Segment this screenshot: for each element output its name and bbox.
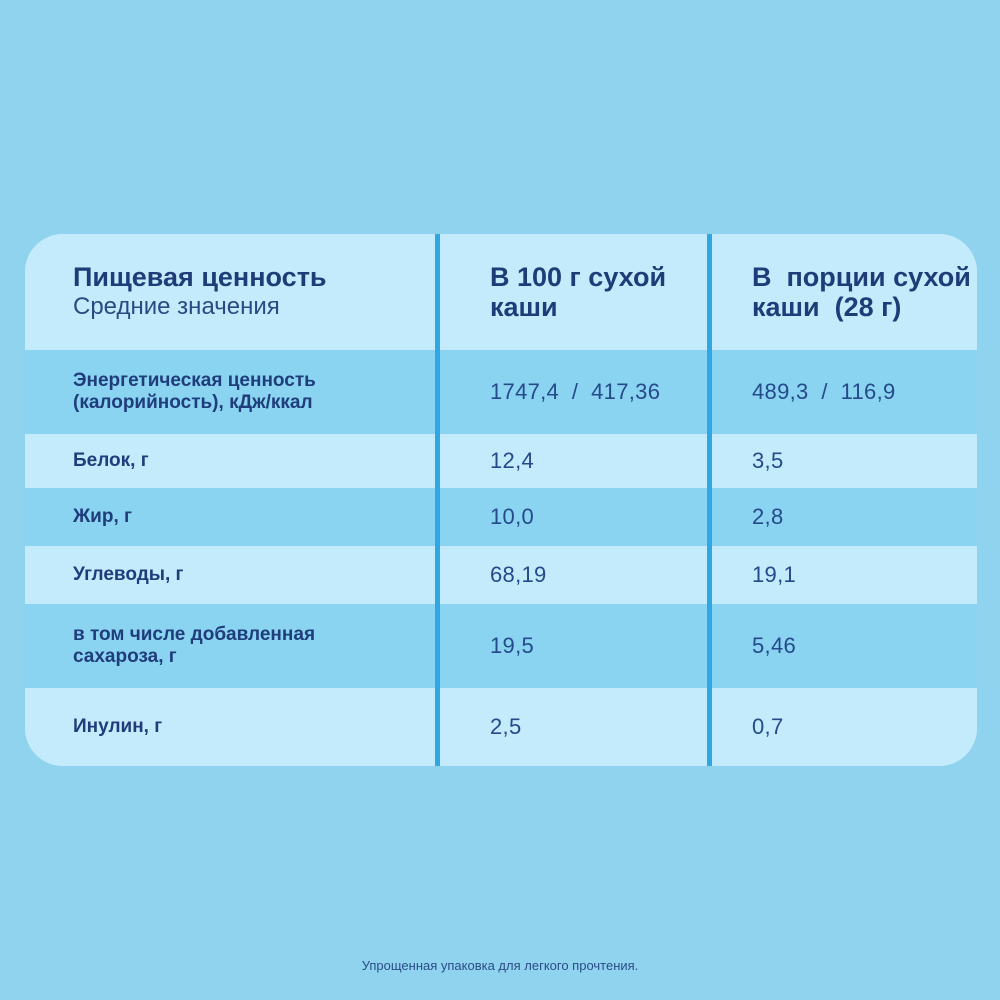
row-label-line1: Энергетическая ценность — [73, 370, 316, 391]
row-portion-cell: 489,3 / 116,9 — [752, 350, 972, 434]
row-label-line2: сахароза, г — [73, 646, 177, 667]
table-row-fat: Жир, г 10,0 2,8 — [25, 488, 977, 546]
table-title: Пищевая ценность — [73, 262, 327, 292]
row-portion-value: 5,46 — [752, 633, 797, 658]
row-per100-cell: 1747,4 / 417,36 — [490, 350, 730, 434]
row-per100-cell: 2,5 — [490, 688, 730, 766]
row-per100-value: 1747,4 / 417,36 — [490, 379, 661, 404]
table-row-protein: Белок, г 12,4 3,5 — [25, 434, 977, 488]
table-row-sucrose: в том числе добавленная сахароза, г 19,5… — [25, 604, 977, 688]
row-per100-value: 68,19 — [490, 562, 547, 587]
row-portion-value: 489,3 / 116,9 — [752, 379, 896, 404]
nutrition-table: Пищевая ценность Средние значения В 100 … — [25, 234, 977, 766]
header-per-100g-cell: В 100 г сухой каши — [490, 234, 730, 350]
row-portion-cell: 2,8 — [752, 488, 972, 546]
header-portion-line1: В порции сухой — [752, 262, 971, 292]
row-label-cell: в том числе добавленная сахароза, г — [73, 604, 433, 688]
row-portion-value: 0,7 — [752, 714, 784, 739]
row-per100-cell: 19,5 — [490, 604, 730, 688]
column-divider-2 — [707, 234, 712, 766]
row-portion-cell: 19,1 — [752, 546, 972, 604]
header-per-100g-line1: В 100 г сухой — [490, 262, 667, 292]
row-portion-cell: 5,46 — [752, 604, 972, 688]
row-label: Белок, г — [73, 450, 149, 471]
column-divider-1 — [435, 234, 440, 766]
row-portion-value: 2,8 — [752, 504, 784, 529]
table-header: Пищевая ценность Средние значения В 100 … — [25, 234, 977, 350]
footnote: Упрощенная упаковка для легкого прочтени… — [361, 958, 639, 973]
row-label: Жир, г — [73, 506, 132, 527]
row-per100-cell: 12,4 — [490, 434, 730, 488]
table-subtitle: Средние значения — [73, 293, 280, 320]
row-per100-value: 19,5 — [490, 633, 535, 658]
header-nutrition-cell: Пищевая ценность Средние значения — [73, 234, 433, 350]
header-per-100g-line2: каши — [490, 292, 558, 322]
row-label-cell: Энергетическая ценность (калорийность), … — [73, 350, 433, 434]
table-row-inulin: Инулин, г 2,5 0,7 — [25, 688, 977, 766]
row-label-cell: Белок, г — [73, 434, 433, 488]
row-label-line1: в том числе добавленная — [73, 624, 316, 645]
row-portion-value: 19,1 — [752, 562, 797, 587]
row-label-cell: Жир, г — [73, 488, 433, 546]
row-per100-cell: 10,0 — [490, 488, 730, 546]
table-row-carbohydrates: Углеводы, г 68,19 19,1 — [25, 546, 977, 604]
row-label: Углеводы, г — [73, 564, 184, 585]
row-per100-value: 12,4 — [490, 448, 535, 473]
row-label: Инулин, г — [73, 716, 163, 737]
row-portion-cell: 0,7 — [752, 688, 972, 766]
header-portion-cell: В порции сухой каши (28 г) — [752, 234, 972, 350]
row-label-cell: Инулин, г — [73, 688, 433, 766]
row-per100-value: 10,0 — [490, 504, 535, 529]
header-portion-line2: каши (28 г) — [752, 292, 902, 322]
row-label-line2: (калорийность), кДж/ккал — [73, 392, 313, 413]
row-portion-value: 3,5 — [752, 448, 784, 473]
row-portion-cell: 3,5 — [752, 434, 972, 488]
table-row-energy: Энергетическая ценность (калорийность), … — [25, 350, 977, 434]
row-per100-cell: 68,19 — [490, 546, 730, 604]
row-label-cell: Углеводы, г — [73, 546, 433, 604]
row-per100-value: 2,5 — [490, 714, 522, 739]
